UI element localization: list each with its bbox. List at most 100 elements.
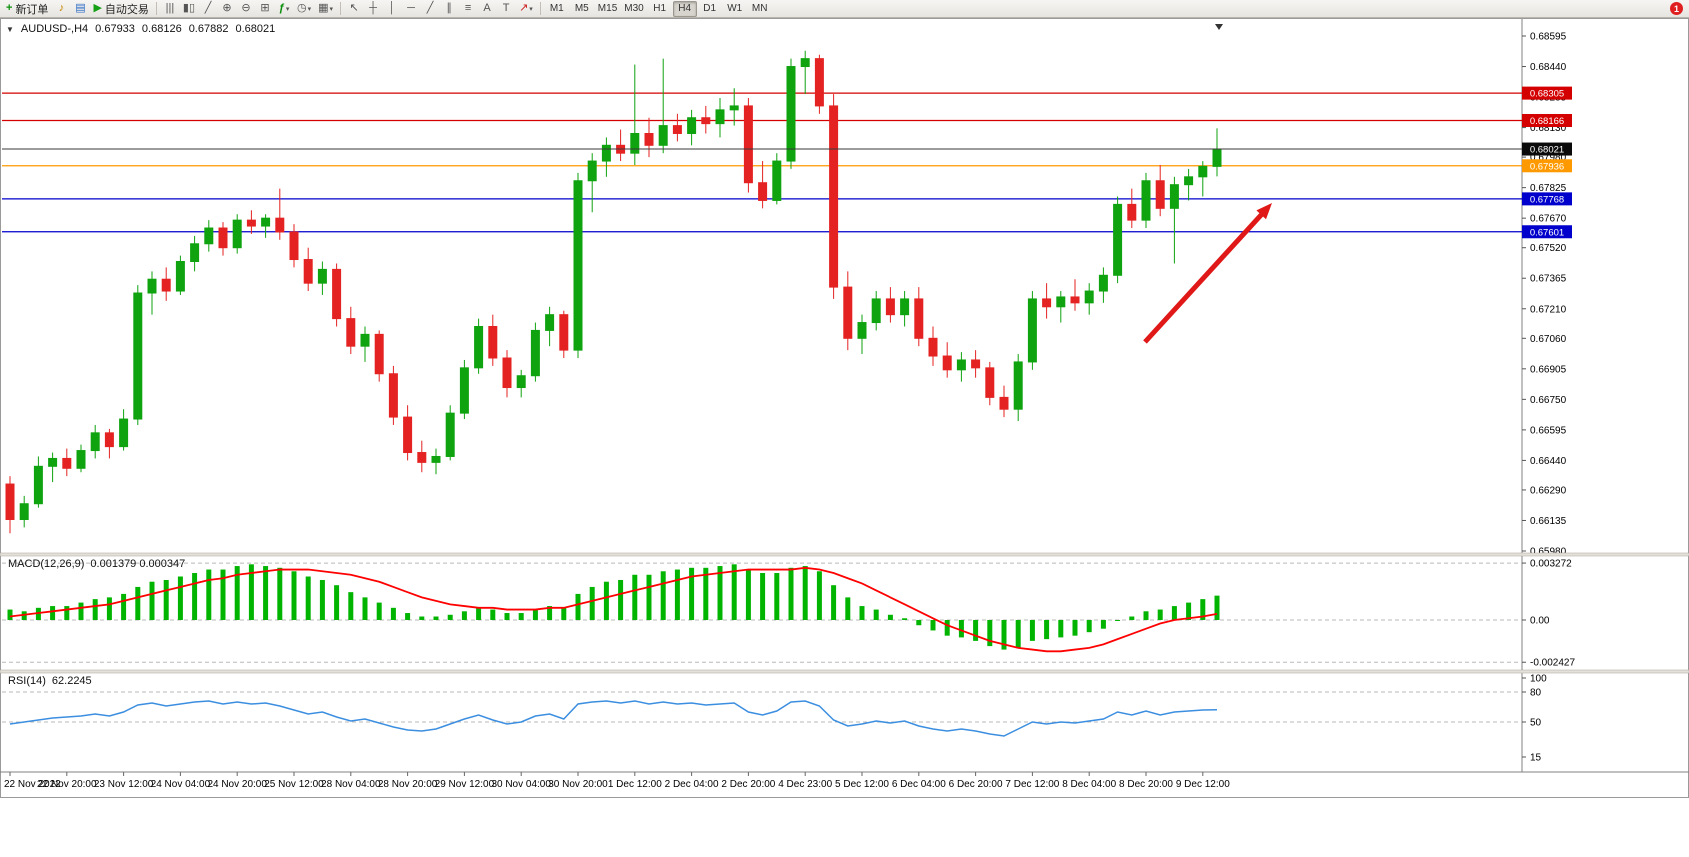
time-axis-label: 23 Nov 12:00 bbox=[94, 779, 154, 790]
macd-histogram-bar bbox=[234, 566, 240, 620]
candle-body bbox=[474, 325, 484, 369]
macd-histogram-bar bbox=[618, 579, 624, 620]
candle-body bbox=[857, 322, 867, 339]
macd-histogram-bar bbox=[305, 576, 311, 620]
candle-body bbox=[672, 125, 682, 134]
macd-histogram-bar bbox=[561, 607, 567, 620]
tile-windows-icon: ⊞ bbox=[260, 2, 270, 14]
timeframe-h4-button[interactable]: H4 bbox=[672, 0, 697, 17]
new-order-button[interactable]: + 新订单 bbox=[3, 1, 51, 17]
macd-histogram-bar bbox=[1029, 620, 1035, 641]
candle-body bbox=[417, 452, 427, 463]
macd-histogram-bar bbox=[788, 567, 794, 620]
price-axis-label: 0.65980 bbox=[1530, 547, 1567, 558]
equidistant-channel-button[interactable]: ∥ bbox=[440, 1, 458, 17]
tile-windows-button[interactable]: ⊞ bbox=[256, 1, 274, 17]
trend-arrow-head[interactable] bbox=[1256, 203, 1272, 220]
time-axis-label: 25 Nov 12:00 bbox=[264, 779, 324, 790]
text-label-button[interactable]: T bbox=[497, 1, 515, 17]
support-line-1-badge bbox=[1522, 192, 1572, 206]
macd-histogram-bar bbox=[887, 614, 893, 620]
rsi-indicator-label: RSI(14) 62.2245 bbox=[8, 675, 92, 687]
timeframe-m15-button[interactable]: M15 bbox=[597, 3, 618, 14]
macd-axis-label: -0.002427 bbox=[1530, 658, 1575, 669]
macd-histogram-bar bbox=[1072, 620, 1078, 636]
price-axis-label: 0.67980 bbox=[1530, 153, 1567, 164]
candle-body bbox=[1127, 203, 1137, 221]
line-chart-button[interactable]: ╱ bbox=[199, 1, 217, 17]
candle-body bbox=[999, 396, 1009, 410]
toolbar-separator bbox=[155, 2, 157, 15]
candle-body bbox=[360, 333, 370, 347]
dropdown-caret-icon[interactable]: ▾ bbox=[285, 5, 290, 13]
text-button[interactable]: A bbox=[478, 1, 496, 17]
macd-histogram-bar bbox=[490, 609, 496, 620]
macd-histogram-bar bbox=[78, 602, 84, 620]
macd-histogram-bar bbox=[419, 616, 425, 620]
candle-body bbox=[1198, 165, 1208, 178]
macd-histogram-bar bbox=[1100, 620, 1106, 629]
zoom-out-button[interactable]: ⊖ bbox=[237, 1, 255, 17]
price-axis-label: 0.68130 bbox=[1530, 123, 1567, 134]
candle-body bbox=[928, 337, 938, 357]
dropdown-caret-icon[interactable]: ▾ bbox=[329, 5, 334, 13]
crosshair-button[interactable]: ┼ bbox=[364, 1, 382, 17]
rsi-panel-separator[interactable] bbox=[0, 669, 1689, 674]
timeframe-m5-button[interactable]: M5 bbox=[574, 3, 589, 14]
macd-histogram-bar bbox=[405, 613, 411, 620]
chart-plot-area[interactable] bbox=[0, 18, 1689, 798]
templates-button[interactable]: ▦ ▾ bbox=[315, 1, 336, 17]
macd-histogram-bar bbox=[504, 613, 510, 620]
fibonacci-button[interactable]: ≡ bbox=[459, 1, 477, 17]
dropdown-caret-icon[interactable]: ▾ bbox=[529, 5, 533, 13]
periodicity-button[interactable]: ◷ ▾ bbox=[294, 1, 314, 17]
time-axis-label: 6 Dec 04:00 bbox=[892, 779, 946, 790]
bar-chart-icon: ||| bbox=[165, 2, 175, 14]
candle-body bbox=[743, 105, 753, 184]
zoom-in-button[interactable]: ⊕ bbox=[218, 1, 236, 17]
trendline-button[interactable]: ╱ bbox=[421, 1, 439, 17]
macd-histogram-bar bbox=[1086, 620, 1092, 633]
horizontal-line-button[interactable]: ─ bbox=[402, 1, 420, 17]
ohlc-high: 0.68126 bbox=[141, 23, 182, 35]
indicators-button[interactable]: ƒ ▾ bbox=[275, 1, 293, 17]
chart-shift-marker[interactable] bbox=[1215, 24, 1223, 30]
price-axis-label: 0.67060 bbox=[1530, 334, 1567, 345]
timeframe-d1-button[interactable]: D1 bbox=[703, 3, 717, 14]
alerts-button[interactable]: ♪ bbox=[52, 1, 70, 17]
bar-chart-button[interactable]: ||| bbox=[161, 1, 179, 17]
macd-histogram-bar bbox=[1044, 620, 1050, 640]
reports-button[interactable]: ▤ bbox=[71, 1, 89, 17]
chart-symbol-period: AUDUSD-,H4 bbox=[20, 23, 89, 35]
candle-body bbox=[1027, 298, 1037, 363]
vertical-line-button[interactable]: │ bbox=[383, 1, 401, 17]
zoom-in-icon: ⊕ bbox=[222, 2, 232, 14]
time-axis-label: 28 Nov 20:00 bbox=[378, 779, 438, 790]
dropdown-caret-icon[interactable]: ▾ bbox=[307, 5, 312, 13]
chart-canvas[interactable]: 0.685950.684400.682850.681300.679800.678… bbox=[0, 18, 1689, 857]
text-icon: A bbox=[483, 2, 491, 14]
timeframe-mn-button[interactable]: MN bbox=[751, 3, 768, 14]
timeframe-m30-button[interactable]: M30 bbox=[624, 3, 644, 14]
cursor-icon: ↖ bbox=[349, 2, 359, 14]
notification-badge[interactable]: 1 bbox=[1670, 2, 1683, 15]
chart-menu-icon[interactable]: ▼ bbox=[6, 24, 14, 34]
toolbar-separator bbox=[340, 2, 342, 15]
time-axis-label: 5 Dec 12:00 bbox=[835, 779, 889, 790]
candle-body bbox=[502, 357, 512, 389]
timeframe-m1-button[interactable]: M1 bbox=[549, 3, 564, 14]
candle-body bbox=[332, 268, 342, 320]
timeframe-w1-button[interactable]: W1 bbox=[727, 3, 743, 14]
timeframe-h1-button[interactable]: H1 bbox=[653, 3, 667, 14]
autotrading-button[interactable]: ▶ 自动交易 bbox=[90, 1, 151, 17]
arrows-button[interactable]: ↗ ▾ bbox=[516, 1, 536, 17]
macd-histogram-bar bbox=[192, 573, 198, 620]
candle-body bbox=[701, 117, 711, 125]
macd-panel-separator[interactable] bbox=[0, 552, 1689, 557]
cursor-button[interactable]: ↖ bbox=[345, 1, 363, 17]
trend-arrow[interactable] bbox=[1143, 208, 1268, 344]
candle-body bbox=[488, 325, 498, 359]
time-axis-label: 22 Nov 20:00 bbox=[37, 779, 97, 790]
candle-body bbox=[19, 503, 29, 520]
candlestick-chart-button[interactable]: ▮▯ bbox=[180, 1, 198, 17]
